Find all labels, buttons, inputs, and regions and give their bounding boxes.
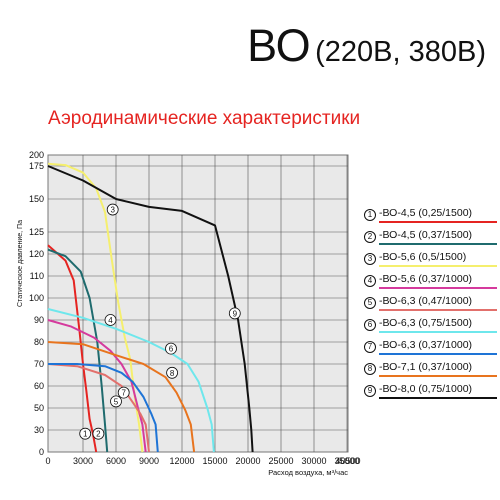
y-tick-label: 150 — [29, 194, 44, 204]
y-tick-label: 0 — [39, 447, 44, 457]
legend-item-6: 6 -ВО-6,3 (0,75/1500) — [364, 317, 498, 339]
legend-item-8: 8 -ВО-7,1 (0,37/1000) — [364, 361, 498, 383]
legend-number: 2 — [364, 231, 376, 243]
series-line-8 — [47, 341, 196, 453]
series-marker-label-5: 5 — [114, 397, 119, 406]
series-marker-label-8: 8 — [170, 369, 175, 378]
series-marker-8 — [166, 366, 179, 379]
legend-label: -ВО-4,5 (0,25/1500) — [379, 207, 473, 219]
series-marker-5 — [110, 395, 122, 408]
legend-item-1: 1 -ВО-4,5 (0,25/1500) — [364, 207, 498, 229]
series-line-7 — [48, 363, 159, 453]
legend-swatch-line — [379, 309, 497, 311]
legend-item-7: 7 -ВО-6,3 (0,37/1000) — [364, 339, 498, 361]
x-tick-label: 15000 — [202, 456, 227, 466]
legend-swatch-line — [379, 221, 497, 223]
legend-swatch-line — [379, 397, 497, 399]
legend-label: -ВО-5,6 (0,37/1000) — [379, 273, 473, 285]
legend-swatch-line — [379, 287, 497, 289]
x-tick-label: 9000 — [139, 456, 159, 466]
legend-number: 5 — [364, 297, 376, 309]
series-marker-9 — [228, 307, 241, 320]
series-marker-label-9: 9 — [233, 309, 238, 318]
legend-label: -ВО-8,0 (0,75/1000) — [379, 383, 473, 395]
x-tick-label: 40500 — [335, 456, 360, 466]
series-marker-label-4: 4 — [108, 316, 113, 325]
x-tick-label: 20000 — [235, 456, 260, 466]
y-tick-label: 80 — [34, 337, 44, 347]
series-line-2 — [47, 248, 109, 453]
legend-item-4: 4 -ВО-5,6 (0,37/1000) — [364, 273, 498, 295]
y-tick-label: 175 — [29, 161, 44, 171]
y-tick-label: 70 — [34, 359, 44, 369]
series-marker-7 — [117, 386, 130, 399]
legend-swatch-line — [379, 243, 497, 245]
y-tick-label: 30 — [34, 425, 44, 435]
series-marker-label-2: 2 — [96, 430, 101, 439]
legend-item-5: 5 -ВО-6,3 (0,47/1000) — [364, 295, 498, 317]
chart-subtitle: Аэродинамические характеристики — [48, 108, 361, 129]
legend-item-2: 2 -ВО-4,5 (0,37/1500) — [364, 229, 498, 251]
y-tick-label: 110 — [30, 271, 44, 281]
series-marker-label-3: 3 — [110, 206, 115, 215]
legend-item-3: 3 -ВО-5,6 (0,5/1500) — [364, 251, 498, 273]
legend-label: -ВО-6,3 (0,75/1500) — [379, 317, 473, 329]
x-axis-label: Расход воздуха, м³/час — [268, 468, 348, 477]
legend-number: 6 — [364, 319, 376, 331]
series-marker-1 — [79, 427, 92, 440]
x-tick-label: 12000 — [169, 456, 194, 466]
y-tick-label: 120 — [29, 249, 44, 259]
legend-label: -ВО-4,5 (0,37/1500) — [379, 229, 473, 241]
plot-area — [47, 154, 349, 453]
chart-title: ВО (220В, 380В) — [247, 20, 486, 72]
legend-number: 1 — [364, 209, 376, 221]
x-tick-label: 30000 — [301, 456, 326, 466]
y-tick-label: 125 — [29, 227, 44, 237]
y-tick-label: 100 — [29, 293, 44, 303]
series-line-6 — [47, 308, 215, 453]
legend-number: 4 — [364, 275, 376, 287]
series-marker-6 — [165, 342, 177, 355]
y-tick-label: 60 — [34, 381, 44, 391]
legend-label: -ВО-6,3 (0,47/1000) — [379, 295, 473, 307]
title-main: ВО — [247, 20, 311, 71]
y-tick-label: 50 — [34, 403, 44, 413]
legend: 1 -ВО-4,5 (0,25/1500) 2 -ВО-4,5 (0,37/1500)… — [364, 207, 498, 405]
legend-swatch-line — [379, 353, 497, 355]
y-axis-label: Статическое давление, Па — [17, 220, 24, 307]
legend-swatch-line — [379, 375, 497, 377]
legend-number: 8 — [364, 363, 376, 375]
x-tick-label: 0 — [45, 456, 50, 466]
y-tick-label: 200 — [29, 150, 44, 160]
series-marker-label-6: 6 — [169, 345, 174, 354]
legend-number: 7 — [364, 341, 376, 353]
x-tick-label: 25000 — [268, 456, 293, 466]
legend-label: -ВО-7,1 (0,37/1000) — [379, 361, 473, 373]
x-tick-label: 35000 — [334, 456, 359, 466]
legend-item-9: 9 -ВО-8,0 (0,75/1000) — [364, 383, 498, 405]
title-sub: (220В, 380В) — [315, 36, 486, 68]
legend-number: 3 — [364, 253, 376, 265]
series-marker-4 — [104, 314, 117, 326]
series-marker-label-1: 1 — [83, 430, 88, 439]
series-marker-label-7: 7 — [121, 389, 126, 398]
legend-label: -ВО-6,3 (0,37/1000) — [379, 339, 473, 351]
legend-swatch-line — [379, 265, 497, 267]
y-tick-label: 90 — [34, 315, 44, 325]
series-line-4 — [47, 319, 147, 453]
legend-number: 9 — [364, 385, 376, 397]
series-line-9 — [47, 165, 254, 453]
legend-label: -ВО-5,6 (0,5/1500) — [379, 251, 467, 263]
series-marker-3 — [106, 203, 119, 216]
x-tick-label: 6000 — [106, 456, 126, 466]
x-tick-label: 3000 — [73, 456, 93, 466]
legend-swatch-line — [379, 331, 497, 333]
series-marker-2 — [92, 427, 105, 440]
